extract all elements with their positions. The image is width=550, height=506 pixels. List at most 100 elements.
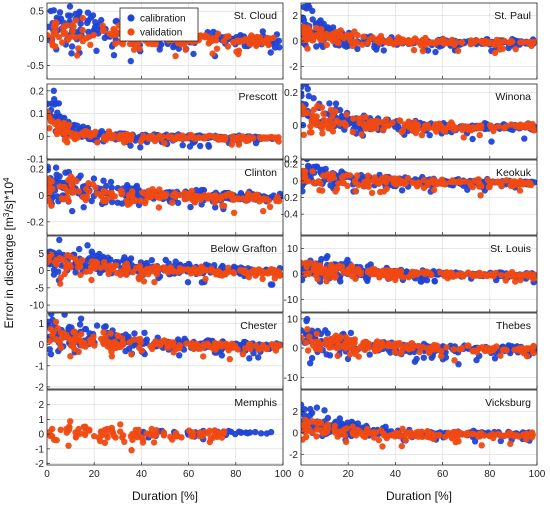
point-validation	[346, 267, 353, 274]
point-calibration	[50, 7, 57, 14]
point-calibration	[137, 144, 144, 151]
y-tick-label: -0.5	[27, 61, 45, 72]
point-validation	[133, 43, 140, 50]
point-validation	[523, 436, 530, 443]
point-validation	[405, 274, 412, 281]
x-tick-label: 0	[298, 469, 304, 480]
point-calibration	[179, 142, 186, 149]
point-validation	[182, 46, 189, 53]
point-calibration	[47, 346, 53, 353]
point-calibration	[302, 84, 310, 88]
point-validation	[447, 269, 454, 277]
point-validation	[69, 189, 77, 196]
point-validation	[226, 355, 233, 363]
point-validation	[331, 422, 338, 429]
y-tick-label: 0.2	[284, 88, 298, 99]
point-validation	[302, 259, 310, 267]
point-calibration	[186, 143, 194, 150]
point-calibration	[77, 20, 84, 27]
panel-frame	[300, 312, 538, 390]
point-validation	[61, 270, 68, 278]
point-validation	[128, 351, 135, 358]
point-calibration	[85, 28, 92, 36]
point-validation	[357, 268, 364, 276]
point-validation	[67, 418, 74, 425]
point-validation	[74, 52, 81, 59]
point-validation	[301, 28, 307, 36]
point-validation	[183, 340, 190, 347]
point-validation	[47, 125, 53, 132]
point-validation	[126, 133, 133, 140]
point-validation	[390, 179, 397, 187]
point-calibration	[237, 190, 245, 197]
point-validation	[57, 426, 64, 433]
point-calibration	[176, 352, 183, 359]
point-validation	[352, 40, 359, 47]
y-axis-label: Error in discharge [m3/s]*104	[2, 177, 17, 329]
point-validation	[79, 27, 86, 34]
point-validation	[326, 175, 333, 183]
point-validation	[332, 108, 339, 115]
points-prescott	[47, 87, 282, 151]
point-validation	[164, 269, 172, 276]
point-validation	[364, 181, 371, 188]
point-validation	[65, 426, 73, 434]
point-calibration	[101, 324, 108, 331]
point-validation	[509, 181, 517, 189]
point-validation	[429, 39, 437, 46]
point-validation	[156, 133, 163, 140]
point-validation	[475, 124, 482, 132]
point-validation	[214, 30, 222, 38]
point-validation	[398, 442, 405, 450]
point-validation	[169, 268, 177, 275]
y-tick-label: -0.4	[281, 210, 299, 221]
point-calibration	[417, 278, 424, 285]
point-validation	[351, 28, 358, 35]
point-validation	[243, 197, 250, 204]
point-calibration	[76, 321, 84, 328]
point-validation	[151, 432, 158, 439]
point-calibration	[303, 160, 311, 163]
point-validation	[349, 338, 356, 345]
point-validation	[47, 257, 53, 264]
point-validation	[377, 178, 384, 185]
point-validation	[515, 433, 523, 440]
point-validation	[343, 172, 351, 179]
point-validation	[202, 267, 210, 274]
point-validation	[99, 22, 106, 29]
y-tick-label: -10	[284, 295, 299, 306]
point-validation	[317, 268, 324, 275]
point-calibration	[347, 329, 355, 337]
point-validation	[172, 52, 179, 60]
y-tick-label: 0.2	[284, 160, 298, 171]
point-validation	[469, 348, 476, 355]
point-validation	[110, 132, 118, 139]
point-validation	[90, 264, 97, 271]
point-validation	[301, 436, 306, 443]
point-validation	[305, 419, 313, 426]
point-validation	[123, 197, 130, 204]
point-validation	[104, 434, 111, 441]
point-validation	[75, 348, 82, 355]
point-calibration	[313, 404, 321, 411]
points-keokuk	[301, 160, 537, 199]
point-validation	[75, 188, 83, 195]
point-calibration	[424, 47, 432, 54]
point-validation	[516, 347, 523, 354]
point-validation	[382, 179, 390, 186]
point-validation	[338, 174, 346, 181]
point-validation	[213, 45, 221, 52]
point-calibration	[255, 354, 262, 361]
y-tick-label: 10	[287, 314, 299, 325]
point-validation	[317, 341, 324, 348]
point-validation	[256, 134, 264, 141]
point-validation	[233, 134, 240, 141]
point-calibration	[310, 95, 317, 102]
point-validation	[304, 24, 311, 31]
point-validation	[170, 349, 177, 356]
point-validation	[180, 135, 188, 142]
point-validation	[224, 43, 232, 50]
point-validation	[383, 185, 390, 192]
point-validation	[396, 117, 403, 124]
point-calibration	[47, 163, 51, 170]
